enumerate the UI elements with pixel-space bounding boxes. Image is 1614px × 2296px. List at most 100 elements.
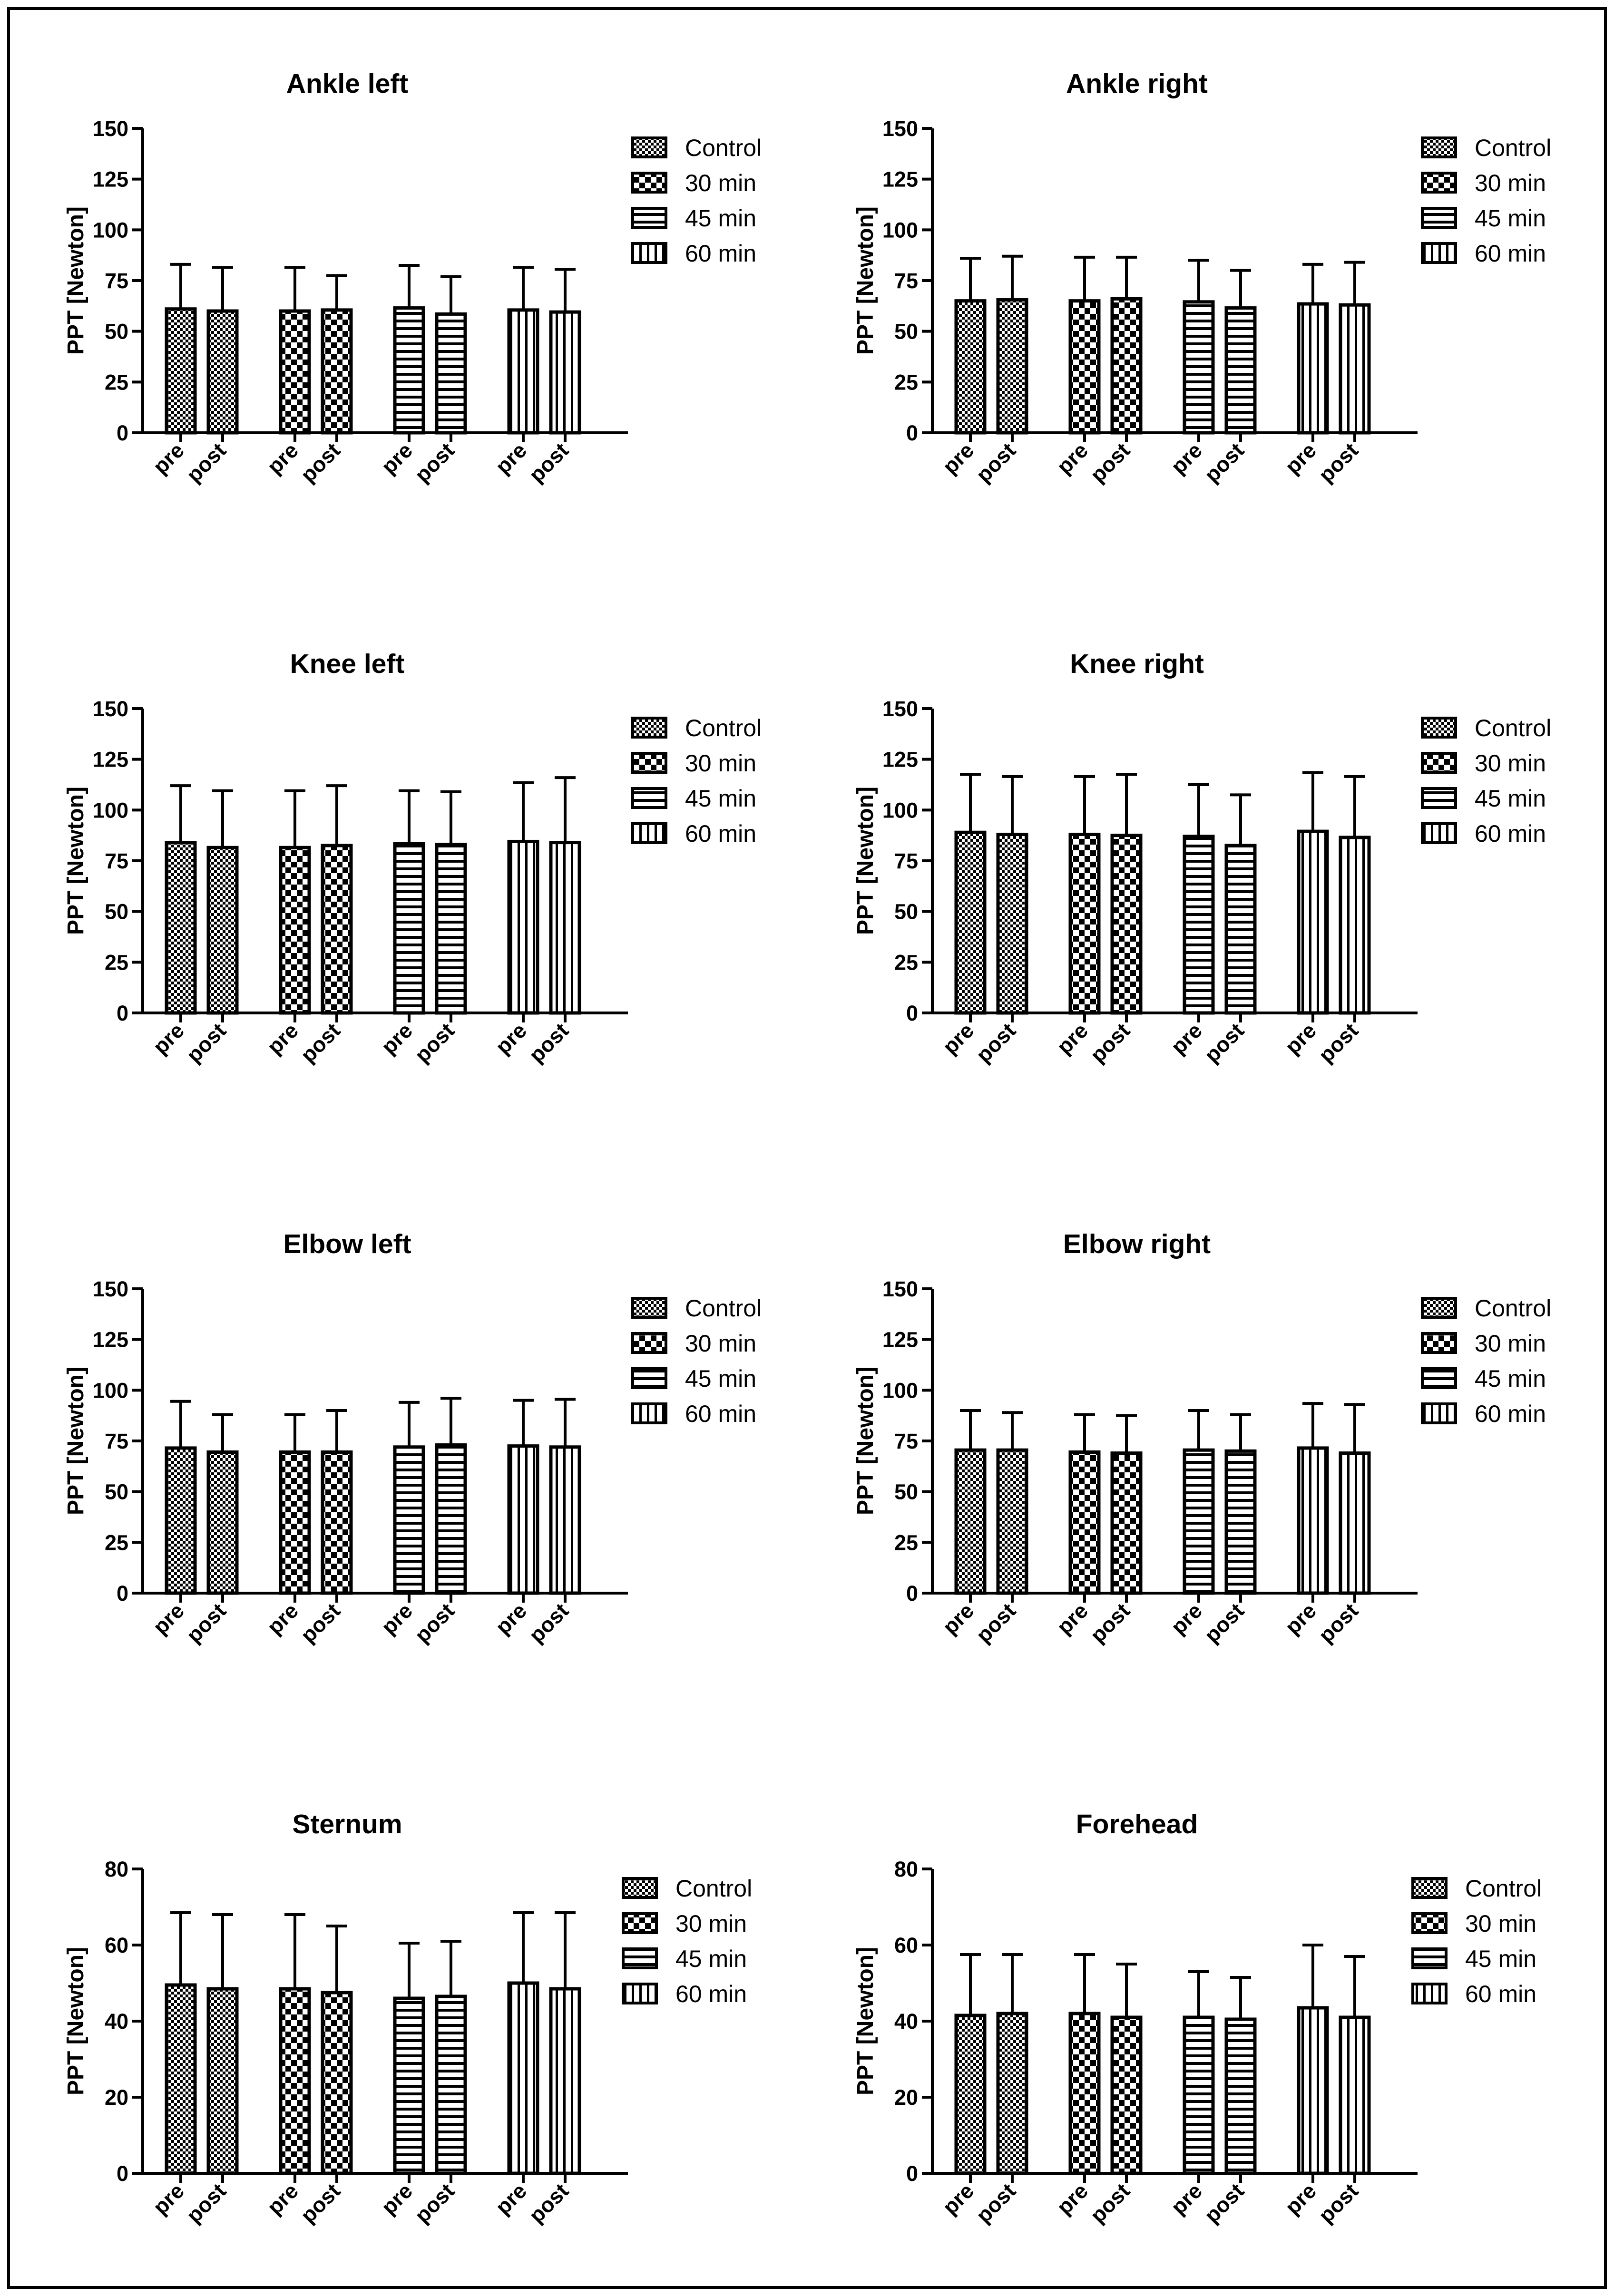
- x-tick-label: pre: [1166, 438, 1207, 479]
- x-tick-label: pre: [938, 2179, 978, 2219]
- legend-label: Control: [685, 1295, 762, 1322]
- x-tick-label: pre: [1166, 1018, 1207, 1059]
- bar-control-post: [206, 846, 239, 1015]
- bar-control-pre: [954, 1448, 987, 1595]
- chart-title: Sternum: [292, 1809, 402, 1839]
- bar-control-pre: [954, 830, 987, 1015]
- legend-swatch: [1421, 822, 1457, 844]
- bar-60-min-post: [1339, 2015, 1371, 2175]
- bar-control-post: [996, 1448, 1028, 1595]
- x-tick-label: post: [524, 1598, 573, 1647]
- x-tick-label: pre: [262, 438, 303, 479]
- bar-control-pre: [165, 307, 197, 435]
- legend-swatch: [1421, 1332, 1457, 1354]
- y-tick-label: 100: [882, 798, 918, 822]
- x-tick-label: post: [1200, 1018, 1249, 1067]
- y-tick-label: 50: [894, 320, 918, 344]
- x-tick-label: post: [1200, 2179, 1249, 2228]
- legend-swatch: [631, 1402, 667, 1424]
- legend-swatch: [1421, 1367, 1457, 1389]
- legend-swatch: [631, 822, 667, 844]
- bar-60-min-pre: [1297, 1446, 1329, 1595]
- y-tick-label: 75: [105, 849, 128, 873]
- x-tick-label: post: [1314, 438, 1363, 487]
- x-tick-label: pre: [1166, 1598, 1207, 1639]
- x-tick-label: pre: [148, 2179, 189, 2219]
- y-tick-label: 25: [105, 370, 128, 394]
- x-tick-label: post: [1086, 1018, 1135, 1067]
- x-tick-label: post: [1086, 438, 1135, 487]
- legend-label: Control: [1475, 715, 1551, 741]
- legend-label: 30 min: [685, 750, 756, 777]
- legend-label: 30 min: [1475, 170, 1546, 196]
- legend-swatch: [631, 752, 667, 774]
- bar-45-min-pre: [1183, 835, 1215, 1015]
- y-tick-label: 25: [894, 370, 918, 394]
- x-tick-label: post: [524, 1018, 573, 1067]
- bar-45-min-post: [1224, 844, 1257, 1015]
- bar-45-min-post: [435, 843, 467, 1015]
- y-tick-label: 125: [882, 1328, 918, 1352]
- y-tick-label: 75: [894, 1429, 918, 1453]
- y-tick-label: 0: [906, 2161, 918, 2186]
- bar-30-min-pre: [279, 1450, 311, 1595]
- x-tick-label: post: [971, 2179, 1020, 2228]
- bar-60-min-pre: [507, 1444, 539, 1595]
- y-tick-label: 80: [105, 1857, 128, 1881]
- bar-60-min-pre: [507, 308, 539, 435]
- legend-label: Control: [685, 715, 762, 741]
- legend-label: Control: [685, 135, 762, 161]
- legend-swatch: [631, 1297, 667, 1319]
- y-tick-label: 50: [105, 900, 128, 924]
- y-tick-label: 25: [894, 1530, 918, 1555]
- legend-label: 45 min: [1465, 1946, 1536, 1972]
- y-tick-label: 75: [105, 269, 128, 293]
- bar-45-min-pre: [1183, 300, 1215, 435]
- y-tick-label: 150: [93, 1277, 128, 1301]
- x-tick-label: pre: [148, 1598, 189, 1639]
- chart-panel-3: Knee left 0 25 50 75 100 125 150 PPT [Newton] pre…: [63, 649, 762, 1067]
- y-tick-label: 80: [894, 1857, 918, 1881]
- legend-swatch: [1421, 207, 1457, 229]
- x-tick-label: pre: [1280, 438, 1321, 479]
- legend-swatch: [1421, 1402, 1457, 1424]
- bar-60-min-post: [549, 841, 581, 1015]
- chart-title: Elbow right: [1063, 1229, 1211, 1259]
- y-tick-label: 0: [117, 421, 128, 445]
- legend-label: Control: [1475, 1295, 1551, 1322]
- legend-swatch: [1411, 1912, 1448, 1934]
- chart-panel-2: Ankle right 0 25 50 75 100 125 150 PPT [Newton] p…: [853, 68, 1551, 487]
- x-tick-label: pre: [938, 438, 978, 479]
- x-tick-label: post: [182, 1598, 231, 1647]
- legend-swatch: [1421, 1297, 1457, 1319]
- legend-swatch: [631, 136, 667, 158]
- x-tick-label: post: [296, 1018, 345, 1067]
- y-axis-label: PPT [Newton]: [853, 1947, 878, 2095]
- x-tick-label: post: [182, 1018, 231, 1067]
- x-tick-label: pre: [376, 2179, 417, 2219]
- legend-swatch: [1421, 172, 1457, 194]
- y-tick-label: 100: [93, 218, 128, 242]
- bar-30-min-pre: [1068, 833, 1101, 1015]
- y-tick-label: 125: [93, 748, 128, 772]
- legend-swatch: [1411, 1983, 1448, 2004]
- y-tick-label: 25: [105, 1530, 128, 1555]
- chart-panel-6: Elbow right 0 25 50 75 100 125 150 PPT [Newton] p…: [853, 1229, 1551, 1647]
- y-tick-label: 125: [882, 167, 918, 192]
- bar-45-min-post: [1224, 306, 1257, 435]
- y-axis-label: PPT [Newton]: [853, 206, 878, 355]
- bar-60-min-post: [549, 1445, 581, 1595]
- y-tick-label: 125: [882, 748, 918, 772]
- y-tick-label: 150: [882, 117, 918, 141]
- y-axis-label: PPT [Newton]: [63, 787, 88, 935]
- x-tick-label: post: [524, 2179, 573, 2228]
- bar-45-min-post: [435, 1994, 467, 2175]
- legend-label: 45 min: [685, 205, 756, 232]
- legend-label: 60 min: [1475, 1401, 1546, 1427]
- bar-control-post: [206, 309, 239, 435]
- y-tick-label: 125: [93, 167, 128, 192]
- bar-control-post: [996, 298, 1028, 435]
- x-tick-label: post: [1314, 1018, 1363, 1067]
- y-tick-label: 20: [105, 2085, 128, 2110]
- chart-title: Forehead: [1076, 1809, 1198, 1839]
